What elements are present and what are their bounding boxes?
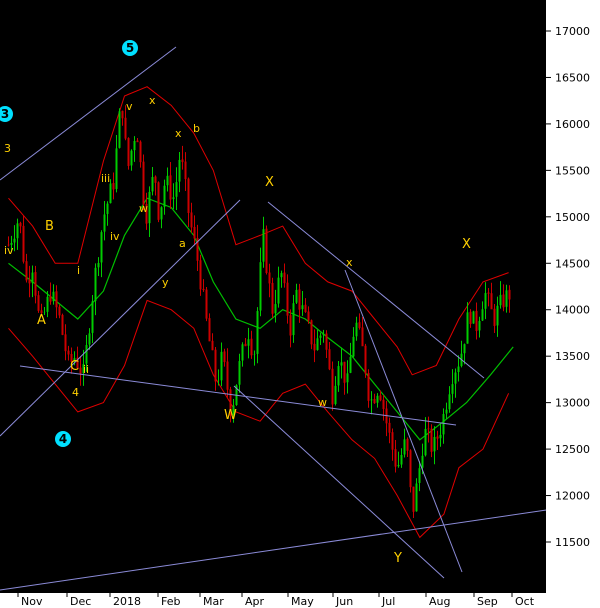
trendline <box>267 201 485 379</box>
trendline <box>0 46 177 181</box>
price-tick-label: 14000 <box>555 304 590 317</box>
trendline <box>0 507 561 591</box>
trendline <box>0 199 241 437</box>
bollinger-upper-line <box>8 86 509 376</box>
wave-label: w <box>318 396 327 409</box>
wave-label: iv <box>110 230 120 243</box>
price-tick-label: 13500 <box>555 350 590 363</box>
wave-label: w <box>139 202 148 215</box>
month-label: May <box>291 595 314 608</box>
price-tick-label: 12500 <box>555 443 590 456</box>
wave-circle-marker <box>122 40 138 56</box>
time-axis: Nov Dec 2018 Feb Mar Apr May Jun Jul Aug Sep Oct <box>17 593 535 608</box>
month-label: Apr <box>245 595 265 608</box>
price-tick-label: 16500 <box>555 71 590 84</box>
month-label: Jul <box>381 595 395 608</box>
candles <box>7 105 511 519</box>
wave-label: X <box>462 237 471 252</box>
price-tick-label: 15500 <box>555 164 590 177</box>
time-axis-panel <box>0 593 600 608</box>
wave-label: y <box>162 276 169 289</box>
month-label: 2018 <box>113 595 141 608</box>
wave-label: x <box>346 256 353 269</box>
wave-label: iv <box>4 244 14 257</box>
wave-label: b <box>193 122 200 135</box>
wave-circle-marker <box>0 106 13 122</box>
month-label: Dec <box>70 595 91 608</box>
price-tick-label: 13000 <box>555 397 590 410</box>
price-tick-label: 12000 <box>555 490 590 503</box>
wave-circle-label: 3 <box>1 107 9 121</box>
price-tick-label: 14500 <box>555 257 590 270</box>
wave-label: ii <box>83 363 89 376</box>
wave-circle-marker <box>55 431 71 447</box>
wave-label: Y <box>393 551 402 566</box>
month-label: Aug <box>429 595 450 608</box>
bollinger-bands <box>8 86 510 539</box>
wave-label: 3 <box>4 142 11 155</box>
wave-circle-label: 5 <box>126 41 134 55</box>
price-tick-label: 15000 <box>555 211 590 224</box>
wave-label: v <box>126 100 133 113</box>
price-axis-panel <box>546 0 600 608</box>
month-label: Mar <box>203 595 224 608</box>
wave-label: x <box>149 94 156 107</box>
price-tick-label: 11500 <box>555 536 590 549</box>
price-axis: 11500 12000 12500 13000 13500 14000 14500 15000… <box>546 25 590 549</box>
month-label: Feb <box>161 595 180 608</box>
price-tick-label: 17000 <box>555 25 590 38</box>
trendline <box>233 385 445 579</box>
trendlines <box>0 46 561 591</box>
trendline <box>344 269 463 573</box>
wave-label: a <box>179 237 186 250</box>
wave-label: 4 <box>72 386 79 399</box>
month-label: Nov <box>21 595 43 608</box>
wave-label: W <box>224 408 237 423</box>
wave-circle-label: 4 <box>59 432 67 446</box>
wave-label: i <box>77 264 80 277</box>
trendline <box>19 365 457 426</box>
month-label: Sep <box>477 595 498 608</box>
wave-label: x <box>175 127 182 140</box>
wave-label: iii <box>101 172 110 185</box>
wave-label: A <box>37 313 46 328</box>
price-tick-label: 16000 <box>555 118 590 131</box>
wave-label: B <box>45 219 54 234</box>
month-label: Jun <box>335 595 353 608</box>
wave-label: X <box>265 175 274 190</box>
wave-label: C <box>70 359 79 374</box>
month-label: Oct <box>515 595 535 608</box>
bollinger-lower-line <box>8 299 510 539</box>
